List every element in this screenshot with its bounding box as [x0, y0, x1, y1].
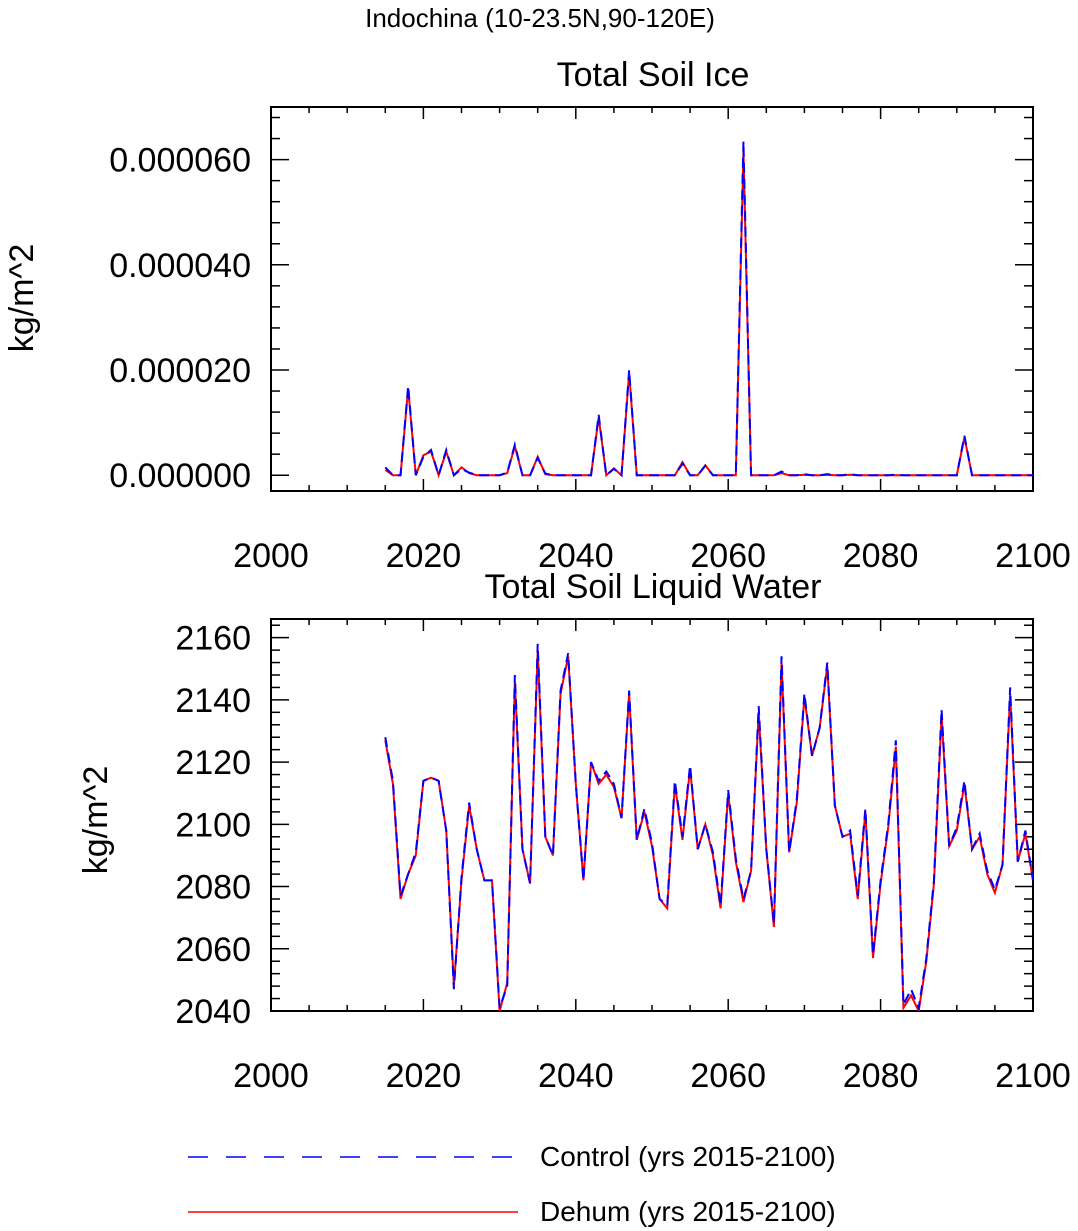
soil-liquid-water-title: Total Soil Liquid Water	[484, 568, 821, 606]
soil-liquid-water-x-tick-label: 2020	[386, 1057, 462, 1095]
soil-ice-panel: Total Soil Ice kg/m^2 2000 2020 2040 2060 20…	[3, 56, 1071, 575]
soil-liquid-water-plot-frame	[270, 618, 1034, 1012]
soil-liquid-water-y-tick-label: 2080	[175, 869, 251, 907]
legend: Control (yrs 2015-2100) Dehum (yrs 2015-…	[188, 1141, 836, 1227]
soil-ice-x-tick-label: 2080	[843, 537, 919, 575]
soil-liquid-water-y-tick-label: 2100	[175, 806, 251, 844]
soil-liquid-water-x-tick-label: 2000	[233, 1057, 309, 1095]
soil-liquid-water-y-tick-label: 2140	[175, 682, 251, 720]
soil-ice-y-tick-label: 0.000060	[109, 142, 251, 180]
soil-ice-y-axis-label: kg/m^2	[3, 244, 41, 353]
soil-liquid-water-y-tick-label: 2120	[175, 744, 251, 782]
figure-title: Indochina (10-23.5N,90-120E)	[365, 3, 715, 33]
soil-ice-x-tick-label: 2040	[538, 537, 614, 575]
soil-ice-x-tick-label: 2060	[690, 537, 766, 575]
soil-liquid-water-series-control-line	[384, 643, 1033, 1011]
soil-liquid-water-x-tick-label: 2100	[995, 1057, 1071, 1095]
soil-ice-y-tick-label: 0.000020	[109, 352, 251, 390]
soil-liquid-water-y-tick-label: 2040	[175, 993, 251, 1031]
soil-liquid-water-x-tick-label: 2040	[538, 1057, 614, 1095]
soil-ice-y-tick-label: 0.000000	[109, 457, 251, 495]
soil-ice-x-tick-label: 2020	[386, 537, 462, 575]
soil-liquid-water-panel: Total Soil Liquid Water kg/m^2 2000 2020 2…	[77, 568, 1071, 1095]
soil-liquid-water-x-tick-label: 2080	[843, 1057, 919, 1095]
soil-liquid-water-y-tick-label: 2160	[175, 620, 251, 658]
soil-liquid-water-series-dehum-line	[384, 650, 1033, 1011]
legend-control-label: Control (yrs 2015-2100)	[540, 1141, 836, 1172]
soil-ice-title: Total Soil Ice	[557, 56, 750, 94]
soil-liquid-water-y-tick-label: 2060	[175, 931, 251, 969]
soil-liquid-water-y-axis-label: kg/m^2	[77, 766, 115, 875]
soil-ice-plot-frame	[270, 106, 1034, 492]
legend-dehum-label: Dehum (yrs 2015-2100)	[540, 1196, 836, 1227]
soil-ice-x-tick-label: 2000	[233, 537, 309, 575]
soil-ice-series-control-line	[384, 141, 1033, 479]
soil-ice-x-tick-label: 2100	[995, 537, 1071, 575]
soil-ice-series-dehum-line	[384, 151, 1033, 479]
soil-liquid-water-x-tick-label: 2060	[690, 1057, 766, 1095]
soil-ice-y-tick-label: 0.000040	[109, 247, 251, 285]
